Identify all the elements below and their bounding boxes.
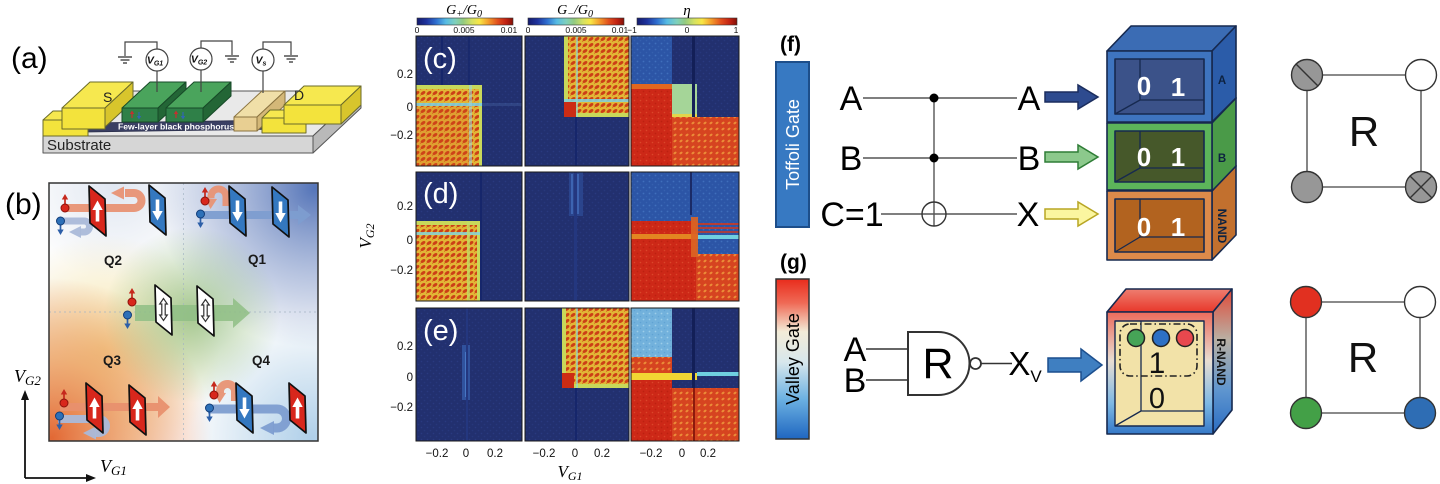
svg-text:B: B	[1018, 140, 1041, 178]
svg-text:R: R	[1348, 334, 1378, 381]
svg-text:−0.2: −0.2	[533, 448, 556, 460]
svg-text:(a): (a)	[11, 42, 48, 75]
svg-text:A: A	[1218, 75, 1226, 87]
svg-text:1: 1	[1171, 72, 1185, 102]
svg-text:D: D	[294, 87, 304, 103]
svg-text:0.2: 0.2	[594, 448, 610, 460]
svg-text:Q4: Q4	[252, 353, 271, 368]
svg-text:0: 0	[407, 235, 413, 247]
svg-text:R-NAND: R-NAND	[1214, 338, 1228, 386]
svg-text:Valley Gate: Valley Gate	[783, 313, 803, 405]
svg-text:R: R	[1349, 108, 1379, 155]
svg-text:0.2: 0.2	[700, 448, 716, 460]
svg-text:0: 0	[526, 25, 531, 35]
svg-text:VG1: VG1	[100, 456, 127, 478]
svg-text:A: A	[840, 80, 863, 118]
svg-text:1: 1	[1149, 347, 1166, 380]
svg-text:1: 1	[734, 25, 739, 35]
svg-text:0: 0	[685, 25, 690, 35]
svg-text:G+/G0: G+/G0	[446, 3, 482, 20]
svg-text:A: A	[844, 331, 867, 369]
svg-text:1: 1	[1171, 142, 1185, 172]
svg-text:0: 0	[1149, 383, 1165, 415]
svg-text:0.2: 0.2	[397, 341, 413, 353]
svg-text:0: 0	[463, 448, 469, 460]
svg-text:0: 0	[407, 102, 413, 114]
svg-text:−0.2: −0.2	[390, 130, 413, 142]
svg-text:S: S	[103, 89, 112, 105]
svg-text:B: B	[844, 362, 867, 400]
svg-text:0: 0	[415, 25, 420, 35]
svg-text:Q1: Q1	[248, 252, 267, 267]
svg-text:(d): (d)	[423, 178, 458, 210]
svg-text:(f): (f)	[780, 33, 801, 56]
svg-text:(e): (e)	[423, 315, 458, 347]
svg-text:0: 0	[1137, 212, 1151, 242]
svg-text:B: B	[840, 140, 863, 178]
svg-text:−0.2: −0.2	[390, 402, 413, 414]
svg-text:C=1: C=1	[820, 196, 883, 234]
svg-text:Q3: Q3	[103, 353, 122, 368]
svg-text:1: 1	[1171, 212, 1185, 242]
svg-text:0: 0	[1137, 142, 1151, 172]
svg-text:Substrate: Substrate	[47, 137, 111, 154]
svg-text:0: 0	[1137, 71, 1151, 101]
svg-text:0.2: 0.2	[397, 69, 413, 81]
svg-text:η: η	[683, 3, 690, 19]
svg-text:X: X	[1017, 196, 1040, 234]
svg-text:Few-layer black phosphorus: Few-layer black phosphorus	[118, 122, 234, 132]
svg-text:0: 0	[407, 372, 413, 384]
svg-text:0.2: 0.2	[487, 448, 503, 460]
svg-text:(b): (b)	[5, 188, 42, 221]
svg-text:−0.2: −0.2	[426, 448, 449, 460]
svg-text:−0.2: −0.2	[390, 265, 413, 277]
svg-text:0.005: 0.005	[565, 25, 587, 35]
svg-text:Q2: Q2	[104, 253, 122, 268]
svg-text:G−/G0: G−/G0	[557, 3, 593, 20]
svg-text:0: 0	[572, 448, 578, 460]
svg-text:R: R	[922, 340, 953, 388]
svg-text:NAND: NAND	[1215, 209, 1229, 244]
svg-text:−0.2: −0.2	[640, 448, 663, 460]
svg-text:A: A	[1018, 80, 1041, 118]
svg-text:0.2: 0.2	[397, 201, 413, 213]
svg-text:−1: −1	[627, 25, 637, 35]
svg-text:Vs: Vs	[256, 55, 267, 68]
svg-text:(c): (c)	[423, 43, 457, 75]
svg-text:B: B	[1218, 153, 1226, 165]
svg-text:0: 0	[679, 448, 685, 460]
svg-text:0.005: 0.005	[453, 25, 475, 35]
svg-text:0.01: 0.01	[612, 25, 629, 35]
svg-text:Toffoli Gate: Toffoli Gate	[783, 99, 803, 190]
svg-text:0.01: 0.01	[501, 25, 518, 35]
svg-text:(g): (g)	[780, 251, 807, 274]
